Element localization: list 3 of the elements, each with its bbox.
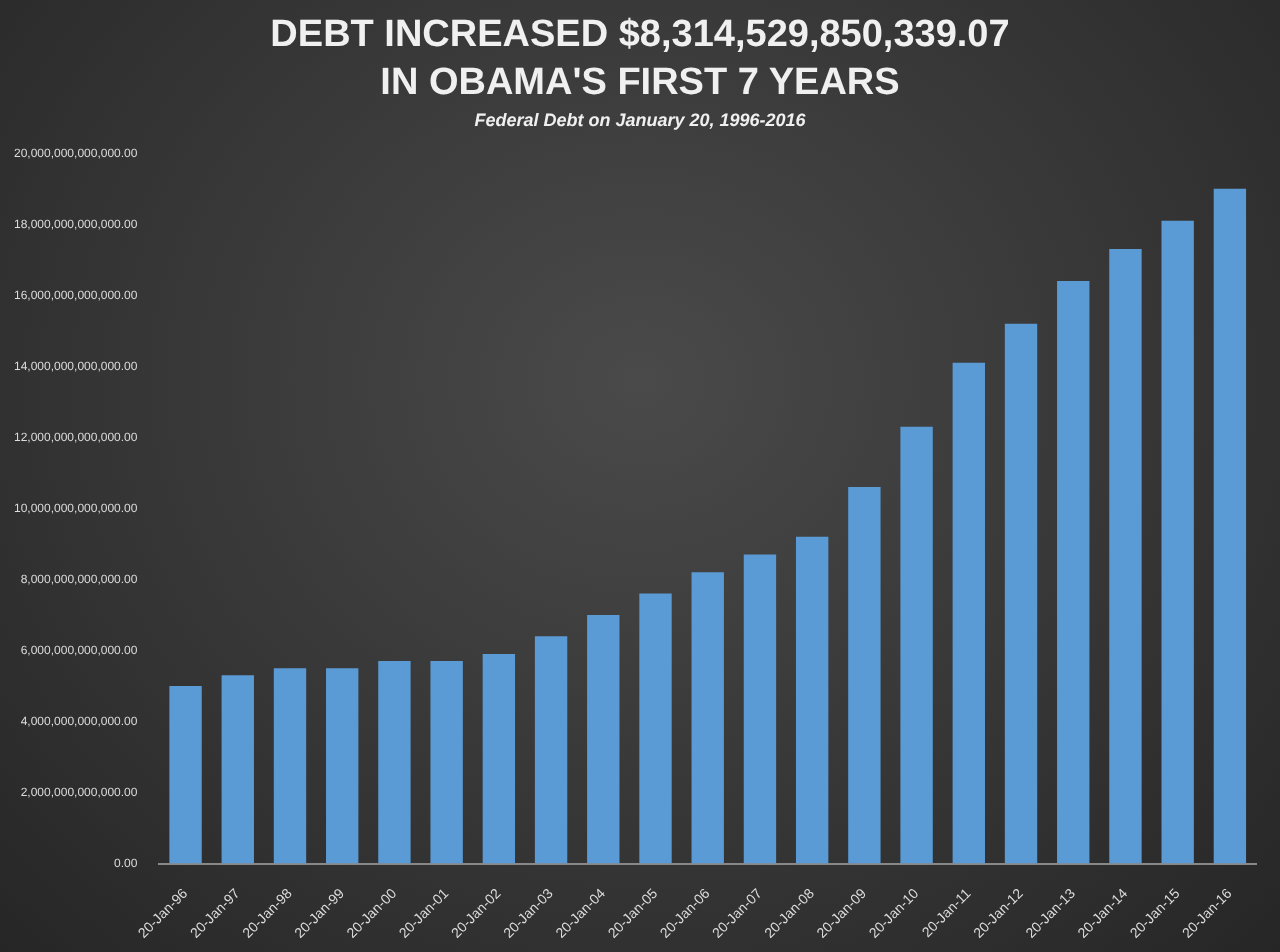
text: Federal Debt on January 20, 1996-2016 bbox=[472, 108, 808, 132]
chart-subtitle: IN OBAMA'S FIRST 7 YEARS bbox=[378, 60, 902, 108]
chart-title: DEBT INCREASED $8,314,529,850,339.07 bbox=[268, 12, 1012, 60]
